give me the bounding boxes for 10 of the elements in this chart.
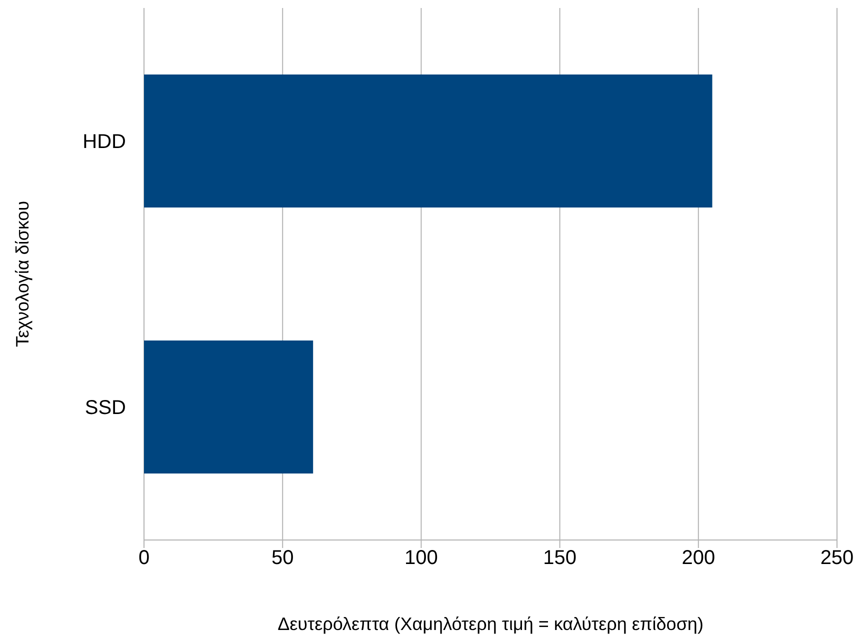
x-tick-label: 250 <box>820 547 854 570</box>
x-tick-label: 50 <box>271 547 294 570</box>
x-axis-title: Δευτερόλεπτα (Χαμηλότερη τιμή = καλύτερη επίδοση) <box>278 614 704 634</box>
y-tick-label: SSD <box>84 397 126 420</box>
y-axis-title: Τεχνολογία δίσκου <box>12 200 32 348</box>
y-tick-label: HDD <box>82 131 126 154</box>
x-tick-label: 200 <box>682 547 716 570</box>
x-tick-label: 0 <box>138 547 150 570</box>
x-tick-label: 100 <box>404 547 438 570</box>
x-tick-label: 150 <box>543 547 576 570</box>
